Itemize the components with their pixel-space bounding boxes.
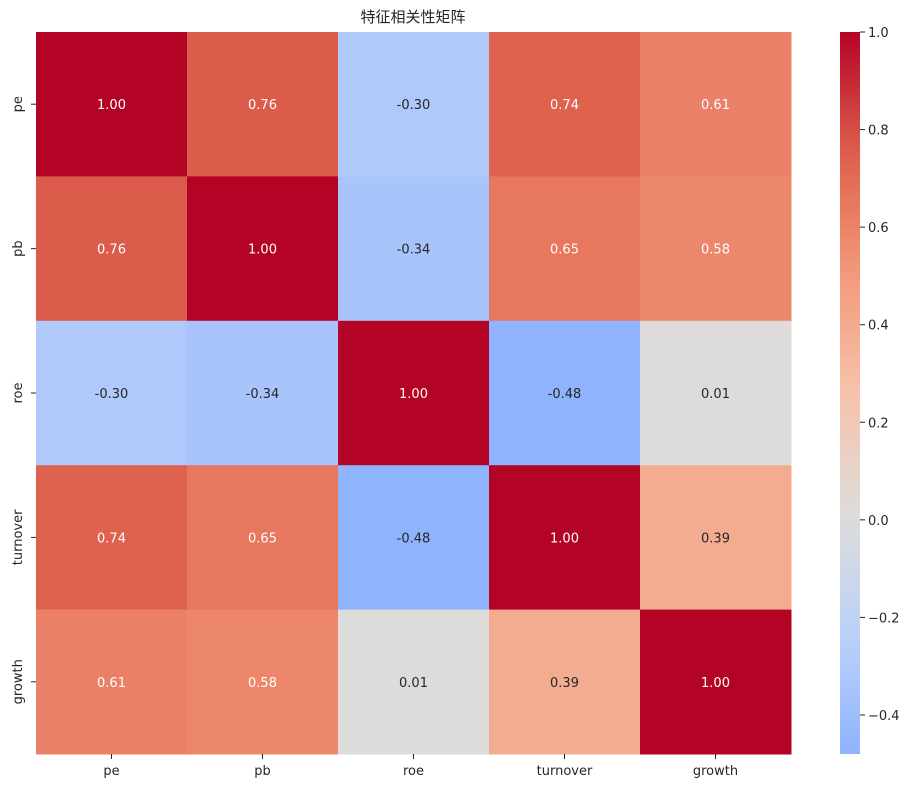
cell-annotation: 0.58 bbox=[701, 243, 730, 258]
cell-annotation: 1.00 bbox=[701, 676, 730, 691]
cell-annotation: 1.00 bbox=[97, 98, 126, 113]
y-axis: pe pb roe turnover growth bbox=[11, 96, 36, 704]
y-tick-label: pe bbox=[11, 96, 26, 112]
heatmap-cell bbox=[36, 32, 188, 177]
heatmap-cell bbox=[338, 609, 490, 755]
colorbar-tick-label: 0.6 bbox=[868, 221, 889, 236]
cell-annotation: 0.61 bbox=[97, 676, 126, 691]
colorbar bbox=[840, 32, 860, 754]
heatmap-cell bbox=[187, 609, 339, 755]
heatmap-cell bbox=[187, 465, 339, 611]
heatmap-cell bbox=[489, 32, 641, 177]
cell-annotation: 0.76 bbox=[248, 98, 277, 113]
cell-annotation: 0.76 bbox=[97, 243, 126, 258]
heatmap-annotations: 1.00 0.76 -0.30 0.74 0.61 0.76 1.00 -0.34 0.65 0.… bbox=[95, 98, 730, 691]
x-axis: pe pb roe turnover growth bbox=[103, 754, 738, 779]
heatmap-cell bbox=[187, 320, 339, 466]
cell-annotation: 1.00 bbox=[248, 243, 277, 258]
heatmap-cell bbox=[640, 609, 792, 755]
cell-annotation: -0.48 bbox=[548, 387, 582, 402]
cell-annotation: 0.39 bbox=[550, 676, 579, 691]
cell-annotation: 0.74 bbox=[97, 531, 126, 546]
y-tick-label: roe bbox=[11, 382, 26, 403]
heatmap-cell bbox=[338, 465, 490, 611]
cell-annotation: 0.61 bbox=[701, 98, 730, 113]
cell-annotation: -0.30 bbox=[95, 387, 129, 402]
colorbar-tick-label: 0.0 bbox=[868, 514, 889, 529]
heatmap-cells bbox=[36, 32, 792, 755]
cell-annotation: -0.48 bbox=[397, 531, 431, 546]
heatmap-cell bbox=[640, 465, 792, 611]
cell-annotation: 0.58 bbox=[248, 676, 277, 691]
cell-annotation: 0.01 bbox=[399, 676, 428, 691]
colorbar-tick-label: −0.2 bbox=[868, 611, 900, 626]
colorbar-tick-label: 0.2 bbox=[868, 416, 889, 431]
y-tick-label: pb bbox=[11, 240, 26, 257]
colorbar-tick-label: 1.0 bbox=[868, 26, 889, 41]
cell-annotation: 0.65 bbox=[248, 531, 277, 546]
x-tick-label: pb bbox=[254, 764, 271, 779]
cell-annotation: 1.00 bbox=[550, 531, 579, 546]
heatmap-cell bbox=[36, 320, 188, 466]
heatmap-cell bbox=[338, 32, 490, 177]
x-tick-label: turnover bbox=[537, 764, 593, 779]
x-tick-label: growth bbox=[693, 764, 738, 779]
heatmap-cell bbox=[489, 465, 641, 611]
heatmap-cell bbox=[640, 176, 792, 322]
colorbar-tick-label: −0.4 bbox=[868, 709, 900, 724]
heatmap-cell bbox=[489, 176, 641, 322]
cell-annotation: 1.00 bbox=[399, 387, 428, 402]
heatmap-cell bbox=[36, 176, 188, 322]
heatmap-cell bbox=[36, 609, 188, 755]
heatmap-cell bbox=[489, 609, 641, 755]
y-tick-label: turnover bbox=[11, 509, 26, 565]
x-tick-label: pe bbox=[103, 764, 119, 779]
heatmap-cell bbox=[489, 320, 641, 466]
chart-title: 特征相关性矩阵 bbox=[360, 8, 465, 26]
cell-annotation: 0.65 bbox=[550, 243, 579, 258]
cell-annotation: 0.39 bbox=[701, 531, 730, 546]
heatmap-cell bbox=[640, 320, 792, 466]
y-tick-label: growth bbox=[11, 659, 26, 704]
colorbar-tick-label: 0.4 bbox=[868, 319, 889, 334]
colorbar-tick-label: 0.8 bbox=[868, 124, 889, 139]
cell-annotation: -0.34 bbox=[397, 243, 431, 258]
cell-annotation: 0.74 bbox=[550, 98, 579, 113]
x-tick-label: roe bbox=[403, 764, 424, 779]
cell-annotation: -0.34 bbox=[246, 387, 280, 402]
heatmap-cell bbox=[36, 465, 188, 611]
heatmap-cell bbox=[187, 32, 339, 177]
colorbar-ticks: 1.0 0.8 0.6 0.4 0.2 0.0 −0.2 −0.4 bbox=[860, 26, 900, 724]
heatmap-cell bbox=[338, 320, 490, 466]
heatmap-cell bbox=[640, 32, 792, 177]
heatmap-cell bbox=[338, 176, 490, 322]
cell-annotation: -0.30 bbox=[397, 98, 431, 113]
cell-annotation: 0.01 bbox=[701, 387, 730, 402]
heatmap-cell bbox=[187, 176, 339, 322]
